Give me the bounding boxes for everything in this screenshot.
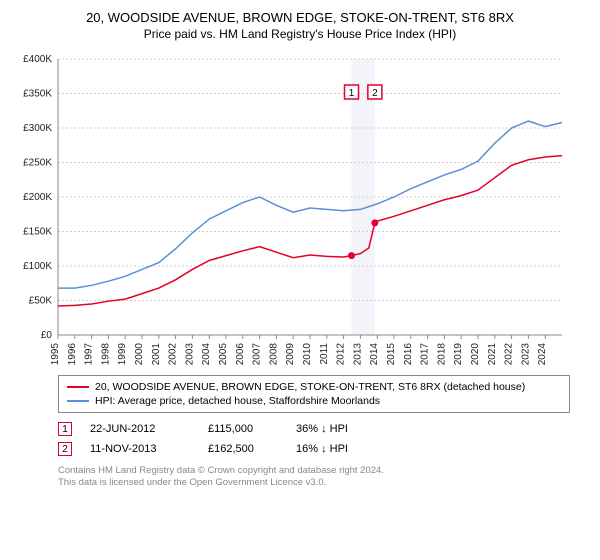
x-tick-label: 2021 (487, 343, 498, 366)
sale-marker-number: 2 (372, 88, 378, 99)
line-chart: £0 £50K £100K £150K £200K £250K £300K £350K £400… (10, 49, 570, 369)
series-hpi (58, 121, 562, 288)
chart-title-line1: 20, WOODSIDE AVENUE, BROWN EDGE, STOKE-O… (10, 10, 590, 25)
footer-attribution: Contains HM Land Registry data © Crown c… (58, 465, 570, 490)
sale-row: 2 11-NOV-2013 £162,500 16% ↓ HPI (58, 439, 570, 459)
legend-label: HPI: Average price, detached house, Staf… (95, 395, 380, 407)
y-tick-label: £0 (41, 330, 53, 341)
footer-line1: Contains HM Land Registry data © Crown c… (58, 465, 570, 477)
sale-date: 22-JUN-2012 (90, 423, 190, 435)
legend-row: 20, WOODSIDE AVENUE, BROWN EDGE, STOKE-O… (67, 380, 561, 394)
x-tick-label: 2008 (268, 343, 279, 366)
legend-row: HPI: Average price, detached house, Staf… (67, 394, 561, 408)
y-tick-label: £350K (23, 89, 52, 100)
x-tick-label: 1998 (100, 343, 111, 366)
footer-line2: This data is licensed under the Open Gov… (58, 477, 570, 489)
x-tick-label: 2022 (504, 343, 515, 366)
x-tick-label: 1995 (50, 343, 61, 366)
x-tick-label: 1996 (67, 343, 78, 366)
x-tick-label: 2023 (520, 343, 531, 366)
x-tick-label: 2010 (302, 343, 313, 366)
y-tick-label: £150K (23, 227, 52, 238)
x-tick-label: 2003 (184, 343, 195, 366)
sale-price: £162,500 (208, 443, 278, 455)
legend: 20, WOODSIDE AVENUE, BROWN EDGE, STOKE-O… (58, 375, 570, 413)
x-tick-label: 2018 (436, 343, 447, 366)
x-tick-label: 2013 (352, 343, 363, 366)
chart-title-block: 20, WOODSIDE AVENUE, BROWN EDGE, STOKE-O… (10, 10, 590, 41)
x-tick-label: 1997 (84, 343, 95, 366)
x-tick-label: 2017 (420, 343, 431, 366)
y-tick-label: £300K (23, 123, 52, 134)
chart-container: £0 £50K £100K £150K £200K £250K £300K £350K £400… (10, 49, 590, 369)
x-tick-label: 2014 (369, 343, 380, 366)
sale-date: 11-NOV-2013 (90, 443, 190, 455)
sale-row: 1 22-JUN-2012 £115,000 36% ↓ HPI (58, 419, 570, 439)
x-tick-label: 2004 (201, 343, 212, 366)
x-tick-label: 2012 (336, 343, 347, 366)
y-tick-label: £200K (23, 192, 52, 203)
sale-price: £115,000 (208, 423, 278, 435)
sale-vs-hpi: 36% ↓ HPI (296, 423, 396, 435)
x-tick-label: 2020 (470, 343, 481, 366)
x-tick-label: 2016 (403, 343, 414, 366)
x-tick-label: 2007 (252, 343, 263, 366)
x-tick-label: 2001 (151, 343, 162, 366)
sale-vs-hpi: 16% ↓ HPI (296, 443, 396, 455)
x-tick-label: 2011 (319, 343, 330, 365)
series-property (58, 156, 562, 306)
sale-row-marker: 2 (58, 442, 72, 456)
legend-swatch (67, 386, 89, 388)
legend-swatch (67, 400, 89, 402)
x-tick-label: 2019 (453, 343, 464, 366)
chart-title-line2: Price paid vs. HM Land Registry's House … (10, 27, 590, 41)
y-tick-label: £100K (23, 261, 52, 272)
sale-marker-number: 1 (349, 88, 355, 99)
sales-table: 1 22-JUN-2012 £115,000 36% ↓ HPI 2 11-NOV-201… (58, 419, 570, 459)
x-tick-label: 2009 (285, 343, 296, 366)
x-tick-label: 1999 (117, 343, 128, 366)
x-tick-label: 2024 (537, 343, 548, 366)
y-tick-label: £250K (23, 158, 52, 169)
sale-row-marker: 1 (58, 422, 72, 436)
x-tick-label: 2006 (235, 343, 246, 366)
sale-marker-dot (371, 219, 378, 226)
legend-label: 20, WOODSIDE AVENUE, BROWN EDGE, STOKE-O… (95, 381, 525, 393)
sale-marker-dot (348, 252, 355, 259)
x-tick-label: 2000 (134, 343, 145, 366)
y-tick-label: £50K (29, 296, 53, 307)
x-tick-label: 2002 (168, 343, 179, 366)
x-tick-label: 2005 (218, 343, 229, 366)
y-tick-label: £400K (23, 54, 52, 65)
x-tick-label: 2015 (386, 343, 397, 366)
